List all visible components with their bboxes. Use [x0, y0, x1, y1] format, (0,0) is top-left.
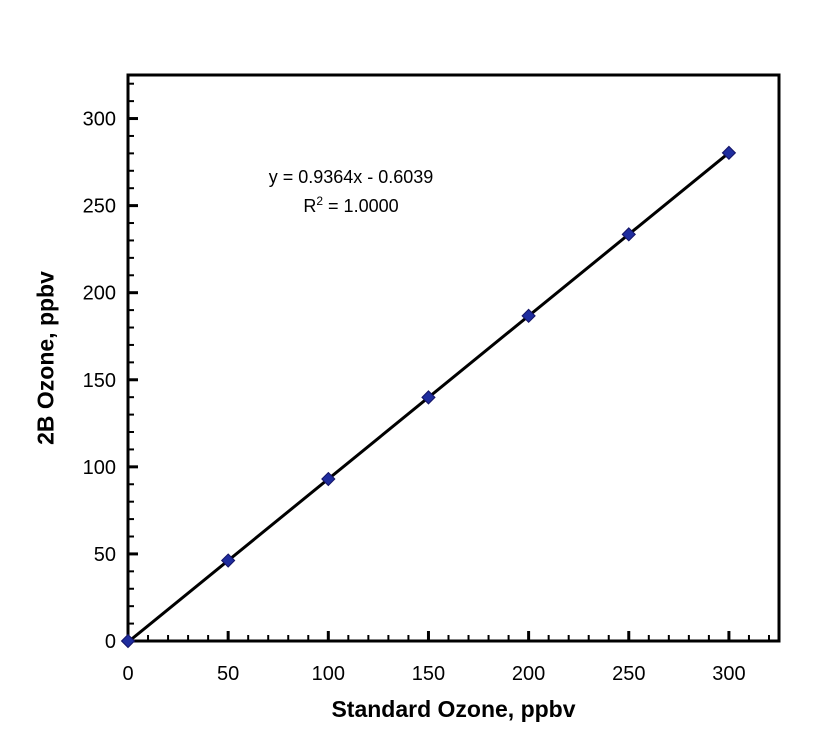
data-point-marker: [220, 553, 236, 568]
data-point-marker: [721, 145, 737, 161]
y-tick-label: 250: [83, 196, 116, 218]
r-squared-value: = 1.0000: [323, 196, 399, 216]
x-tick-label: 250: [612, 663, 645, 685]
x-tick-label: 300: [712, 663, 745, 685]
y-tick-label: 150: [83, 370, 116, 392]
y-tick-label: 200: [83, 283, 116, 305]
y-tick-label: 50: [94, 544, 116, 566]
y-tick-label: 300: [83, 109, 116, 131]
data-point-marker: [421, 390, 436, 405]
x-tick-label: 100: [312, 663, 345, 685]
y-tick-label: 0: [105, 631, 116, 653]
trendline-equation: y = 0.9364x - 0.6039: [268, 167, 434, 187]
trendline-annotation: y = 0.9364x - 0.6039 R2 = 1.0000: [231, 163, 471, 221]
x-axis-title: Standard Ozone, ppbv: [331, 696, 576, 722]
plot-border: [126, 73, 781, 643]
y-tick-label: 100: [83, 457, 116, 479]
data-point-marker: [621, 227, 636, 242]
data-point-marker: [321, 471, 336, 487]
y-axis-title: 2B Ozone, ppbv: [32, 271, 59, 445]
r-squared-exponent: 2: [316, 194, 324, 208]
r-squared-base: R: [303, 196, 317, 216]
data-point-marker: [120, 633, 136, 649]
x-tick-label: 150: [412, 663, 445, 685]
r-squared-line: R2 = 1.0000: [231, 192, 471, 221]
data-point-marker: [521, 308, 536, 324]
x-tick-label: 0: [122, 663, 133, 685]
x-tick-label: 50: [217, 663, 239, 685]
x-tick-label: 200: [512, 663, 545, 685]
